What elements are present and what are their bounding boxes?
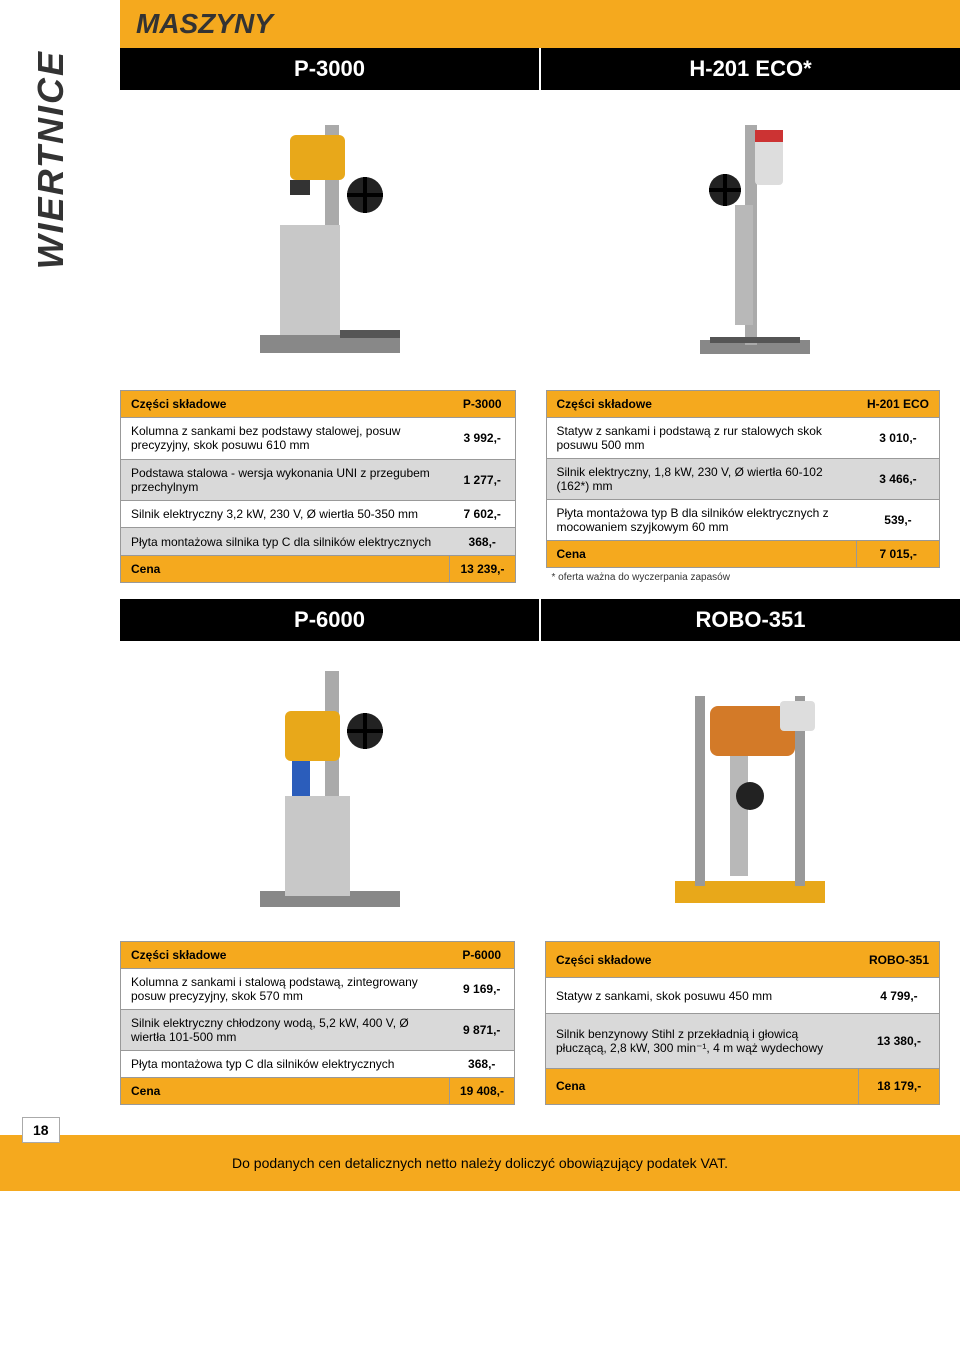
table-row: Silnik elektryczny, 1,8 kW, 230 V, Ø wie… bbox=[546, 459, 857, 500]
table-header-model: P-3000 bbox=[450, 391, 515, 418]
table-row: Statyw z sankami, skok posuwu 450 mm bbox=[546, 978, 859, 1014]
footer-bar: 18 Do podanych cen detalicznych netto na… bbox=[0, 1135, 960, 1191]
bottom-images-row bbox=[120, 641, 960, 931]
drill-rig-icon bbox=[230, 656, 430, 916]
table-header-model: ROBO-351 bbox=[859, 942, 940, 978]
table-row: Płyta montażowa silnika typ C dla silnik… bbox=[121, 528, 450, 555]
image-robo351 bbox=[540, 641, 960, 931]
image-p6000 bbox=[120, 641, 540, 931]
table-row: Silnik elektryczny 3,2 kW, 230 V, Ø wier… bbox=[121, 501, 450, 528]
drill-rig-icon bbox=[650, 656, 850, 916]
price-label: Cena bbox=[121, 1078, 450, 1105]
table-row: Silnik elektryczny chłodzony wodą, 5,2 k… bbox=[121, 1010, 450, 1051]
table-row: Silnik benzynowy Stihl z przekładnią i g… bbox=[546, 1014, 859, 1069]
bottom-tables-row: Części składoweP-6000 Kolumna z sankami … bbox=[120, 931, 960, 1115]
table-p3000: Części składoweP-3000 Kolumna z sankami … bbox=[120, 390, 516, 583]
table-row: Podstawa stalowa - wersja wykonania UNI … bbox=[121, 459, 450, 500]
table-row: Płyta montażowa typ C dla silników elekt… bbox=[121, 1051, 450, 1078]
table-val: 3 010,- bbox=[857, 418, 940, 459]
footer-text: Do podanych cen detalicznych netto należ… bbox=[232, 1155, 728, 1171]
price-label: Cena bbox=[546, 1068, 859, 1104]
table-row: Statyw z sankami i podstawą z rur stalow… bbox=[546, 418, 857, 459]
page-number: 18 bbox=[22, 1117, 60, 1143]
price-val: 19 408,- bbox=[449, 1078, 514, 1105]
price-val: 13 239,- bbox=[450, 555, 515, 582]
table-row: Kolumna z sankami i stalową podstawą, zi… bbox=[121, 969, 450, 1010]
table-robo351: Części składoweROBO-351 Statyw z sankami… bbox=[545, 941, 940, 1105]
table-header-model: H-201 ECO bbox=[857, 391, 940, 418]
table-val: 9 871,- bbox=[449, 1010, 514, 1051]
tab-p3000: P-3000 bbox=[120, 48, 539, 90]
drill-rig-icon bbox=[230, 105, 430, 365]
tab-robo351: ROBO-351 bbox=[541, 599, 960, 641]
tab-p6000: P-6000 bbox=[120, 599, 539, 641]
table-val: 368,- bbox=[449, 1051, 514, 1078]
table-val: 539,- bbox=[857, 500, 940, 541]
image-h201 bbox=[540, 90, 960, 380]
price-val: 7 015,- bbox=[857, 541, 940, 568]
tab-h201: H-201 ECO* bbox=[541, 48, 960, 90]
table-header: Części składowe bbox=[546, 942, 859, 978]
mid-tabs: P-6000 ROBO-351 bbox=[120, 599, 960, 641]
top-tabs: P-3000 H-201 ECO* bbox=[120, 48, 960, 90]
table-header: Części składowe bbox=[546, 391, 857, 418]
table-header-model: P-6000 bbox=[449, 942, 514, 969]
table-val: 3 466,- bbox=[857, 459, 940, 500]
table-val: 1 277,- bbox=[450, 459, 515, 500]
top-tables-row: Części składoweP-3000 Kolumna z sankami … bbox=[120, 380, 960, 593]
vertical-section-label: WIERTNICE bbox=[30, 50, 72, 269]
table-val: 7 602,- bbox=[450, 501, 515, 528]
table-val: 3 992,- bbox=[450, 418, 515, 459]
table-header: Części składowe bbox=[121, 391, 450, 418]
drill-rig-icon bbox=[650, 105, 850, 365]
table-p6000: Części składoweP-6000 Kolumna z sankami … bbox=[120, 941, 515, 1105]
table-val: 4 799,- bbox=[859, 978, 940, 1014]
header-title: MASZYNY bbox=[120, 0, 960, 40]
price-val: 18 179,- bbox=[859, 1068, 940, 1104]
price-label: Cena bbox=[546, 541, 857, 568]
table-val: 9 169,- bbox=[449, 969, 514, 1010]
table-row: Płyta montażowa typ B dla silników elekt… bbox=[546, 500, 857, 541]
top-images-row bbox=[120, 90, 960, 380]
table-row: Kolumna z sankami bez podstawy stalowej,… bbox=[121, 418, 450, 459]
table-val: 13 380,- bbox=[859, 1014, 940, 1069]
header-bar: MASZYNY bbox=[120, 0, 960, 48]
image-p3000 bbox=[120, 90, 540, 380]
table-header: Części składowe bbox=[121, 942, 450, 969]
table-h201: Części składoweH-201 ECO Statyw z sankam… bbox=[546, 390, 941, 568]
table-val: 368,- bbox=[450, 528, 515, 555]
footnote: * oferta ważna do wyczerpania zapasów bbox=[546, 568, 941, 583]
price-label: Cena bbox=[121, 555, 450, 582]
